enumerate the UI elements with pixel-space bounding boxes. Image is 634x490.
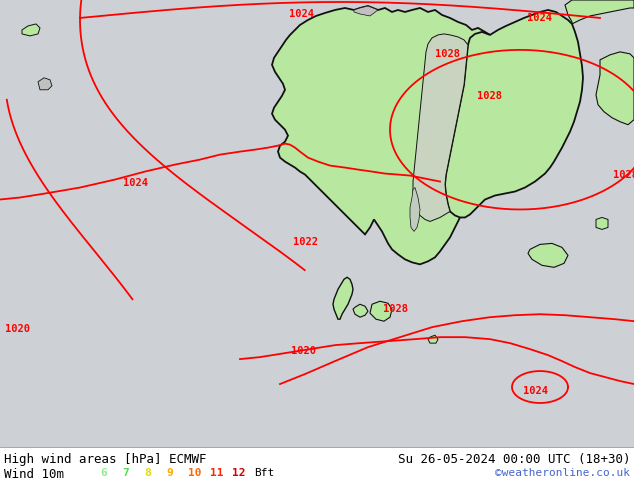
Text: 1024: 1024 <box>524 386 548 396</box>
Text: 1028: 1028 <box>477 91 503 101</box>
Text: 1024: 1024 <box>290 9 314 19</box>
Text: 1020: 1020 <box>290 346 316 356</box>
Text: 9: 9 <box>166 468 172 478</box>
Text: Wind 10m: Wind 10m <box>4 468 64 482</box>
Text: 1022: 1022 <box>292 237 318 247</box>
Text: 1020: 1020 <box>6 324 30 334</box>
Polygon shape <box>272 6 507 264</box>
Text: 1028: 1028 <box>436 49 460 59</box>
Polygon shape <box>565 0 634 24</box>
Polygon shape <box>353 304 368 317</box>
Text: High wind areas [hPa] ECMWF: High wind areas [hPa] ECMWF <box>4 453 207 466</box>
Polygon shape <box>528 244 568 268</box>
Polygon shape <box>596 52 634 124</box>
Text: 12: 12 <box>232 468 245 478</box>
Text: ©weatheronline.co.uk: ©weatheronline.co.uk <box>495 468 630 478</box>
Polygon shape <box>22 24 40 36</box>
Text: 10: 10 <box>188 468 202 478</box>
Text: 1028: 1028 <box>614 170 634 179</box>
Bar <box>0 0 290 447</box>
Polygon shape <box>333 277 353 319</box>
Text: Su 26-05-2024 00:00 UTC (18+30): Su 26-05-2024 00:00 UTC (18+30) <box>398 453 630 466</box>
Text: 6: 6 <box>100 468 107 478</box>
Polygon shape <box>445 10 583 218</box>
Polygon shape <box>428 335 438 343</box>
Text: 1024: 1024 <box>527 13 552 23</box>
Polygon shape <box>370 301 392 321</box>
Text: Bft: Bft <box>254 468 275 478</box>
Polygon shape <box>410 188 420 231</box>
Text: 7: 7 <box>122 468 129 478</box>
Text: 1024: 1024 <box>124 177 148 188</box>
Text: 11: 11 <box>210 468 224 478</box>
Polygon shape <box>354 6 378 16</box>
Text: 1028: 1028 <box>382 304 408 314</box>
Polygon shape <box>413 34 468 221</box>
Text: 8: 8 <box>144 468 151 478</box>
Polygon shape <box>38 78 52 90</box>
Polygon shape <box>596 218 608 229</box>
